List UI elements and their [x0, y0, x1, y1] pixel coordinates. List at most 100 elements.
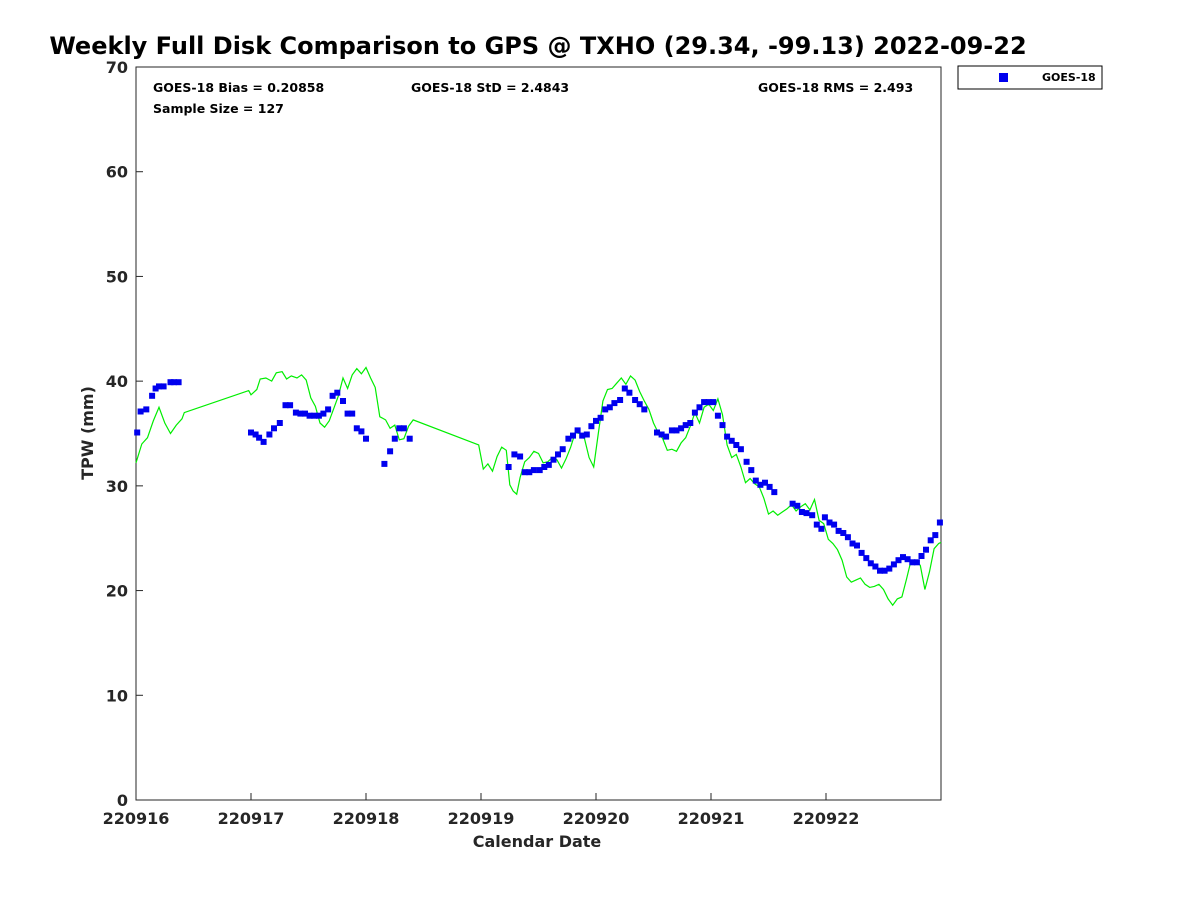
goes-18-point	[724, 433, 731, 440]
goes-18-point	[904, 556, 911, 563]
goes-18-point	[886, 565, 893, 572]
goes-18-point	[890, 561, 897, 568]
legend-box	[957, 65, 1103, 90]
goes-18-point	[835, 527, 842, 534]
chart-title: Weekly Full Disk Comparison to GPS @ TXH…	[49, 32, 1026, 60]
goes-18-point	[517, 453, 524, 460]
goes-18-point	[588, 423, 595, 430]
x-tick-label: 220922	[793, 809, 860, 828]
goes-18-point	[918, 553, 925, 559]
goes-18-point	[728, 437, 735, 444]
goes-18-point	[156, 383, 162, 390]
goes-18-point	[895, 557, 902, 564]
goes-18-point	[673, 427, 680, 434]
goes-18-point	[325, 406, 332, 413]
goes-18-point	[617, 397, 624, 403]
stat-rms: GOES-18 RMS = 2.493	[758, 80, 913, 95]
goes-18-point	[752, 477, 759, 484]
goes-18-point	[936, 519, 943, 526]
x-tick-label: 220916	[103, 809, 170, 828]
goes-18-point	[909, 559, 916, 566]
goes-18-point	[149, 392, 156, 399]
goes-18-point	[344, 410, 351, 417]
goes-18-point	[743, 458, 750, 465]
goes-18-point	[593, 417, 599, 424]
goes-18-point	[789, 500, 796, 507]
goes-18-point	[701, 399, 708, 406]
y-axis-label: TPW (mm)	[78, 386, 97, 480]
goes-18-point	[256, 434, 263, 441]
goes-18-point	[160, 383, 167, 390]
goes-18-point	[621, 385, 628, 392]
goes-18-series	[134, 379, 943, 574]
goes-18-point	[545, 461, 552, 468]
goes-18-point	[292, 409, 299, 416]
x-tick-label: 220917	[218, 809, 285, 828]
goes-18-point	[687, 420, 694, 426]
goes-18-point	[306, 412, 313, 419]
goes-18-point	[632, 397, 639, 403]
legend-marker-goes-18	[999, 73, 1008, 82]
goes-18-point	[363, 435, 369, 442]
goes-18-point	[530, 467, 537, 474]
goes-18-point	[809, 512, 816, 519]
goes-18-point	[858, 549, 865, 556]
y-tick-label: 0	[117, 791, 128, 810]
goes-18-point	[349, 410, 356, 417]
goes-18-point	[511, 451, 518, 458]
goes-18-point	[396, 425, 403, 432]
goes-18-point	[381, 460, 388, 467]
goes-18-point	[794, 502, 801, 509]
goes-18-point	[152, 385, 159, 392]
goes-18-point	[705, 399, 712, 406]
goes-18-point	[260, 438, 267, 445]
goes-18-point	[329, 392, 336, 399]
stat-std: GOES-18 StD = 2.4843	[411, 80, 569, 95]
x-axis: 220916 220917 220918 220919 220920 220921 2209…	[103, 793, 860, 828]
goes-18-point	[570, 432, 576, 439]
goes-18-point	[541, 464, 548, 470]
goes-18-point	[844, 534, 851, 541]
goes-18-point	[691, 409, 698, 416]
goes-18-point	[714, 412, 721, 419]
legend-label-goes-18: GOES-18	[1042, 71, 1096, 84]
goes-18-point	[636, 401, 643, 408]
x-tick-label: 220920	[563, 809, 630, 828]
goes-18-point	[574, 427, 581, 434]
goes-18-point	[248, 429, 254, 436]
stat-sample-size: Sample Size = 127	[153, 101, 284, 116]
goes-18-point	[597, 414, 604, 421]
goes-18-point	[821, 514, 828, 521]
goes-18-point	[134, 429, 141, 436]
goes-18-point	[766, 483, 773, 490]
goes-18-point	[668, 427, 675, 434]
goes-18-point	[678, 425, 685, 432]
y-tick-label: 10	[106, 686, 128, 705]
goes-18-point	[849, 540, 856, 547]
goes-18-point	[913, 559, 920, 566]
goes-18-point	[803, 510, 810, 517]
goes-18-point	[387, 448, 394, 455]
goes-18-point	[733, 442, 740, 448]
gps-line	[135, 366, 942, 607]
y-tick-label: 20	[106, 582, 128, 601]
y-tick-label: 70	[106, 58, 128, 77]
goes-18-point	[137, 408, 144, 415]
x-axis-label: Calendar Date	[473, 832, 602, 851]
gps-series	[135, 366, 942, 607]
goes-18-point	[737, 446, 744, 453]
goes-18-point	[276, 420, 283, 426]
y-tick-label: 30	[106, 477, 128, 496]
y-tick-label: 50	[106, 267, 128, 286]
goes-18-point	[602, 406, 609, 413]
goes-18-point	[271, 425, 277, 432]
goes-18-point	[658, 431, 665, 438]
goes-18-point	[358, 428, 365, 435]
goes-18-point	[611, 400, 618, 407]
goes-18-point	[266, 431, 273, 438]
goes-18-point	[406, 435, 413, 442]
x-tick-label: 220918	[333, 809, 400, 828]
goes-18-point	[320, 410, 327, 417]
goes-18-point	[606, 404, 613, 411]
y-axis: 0 10 20 30 40 50 60 70	[106, 58, 143, 810]
